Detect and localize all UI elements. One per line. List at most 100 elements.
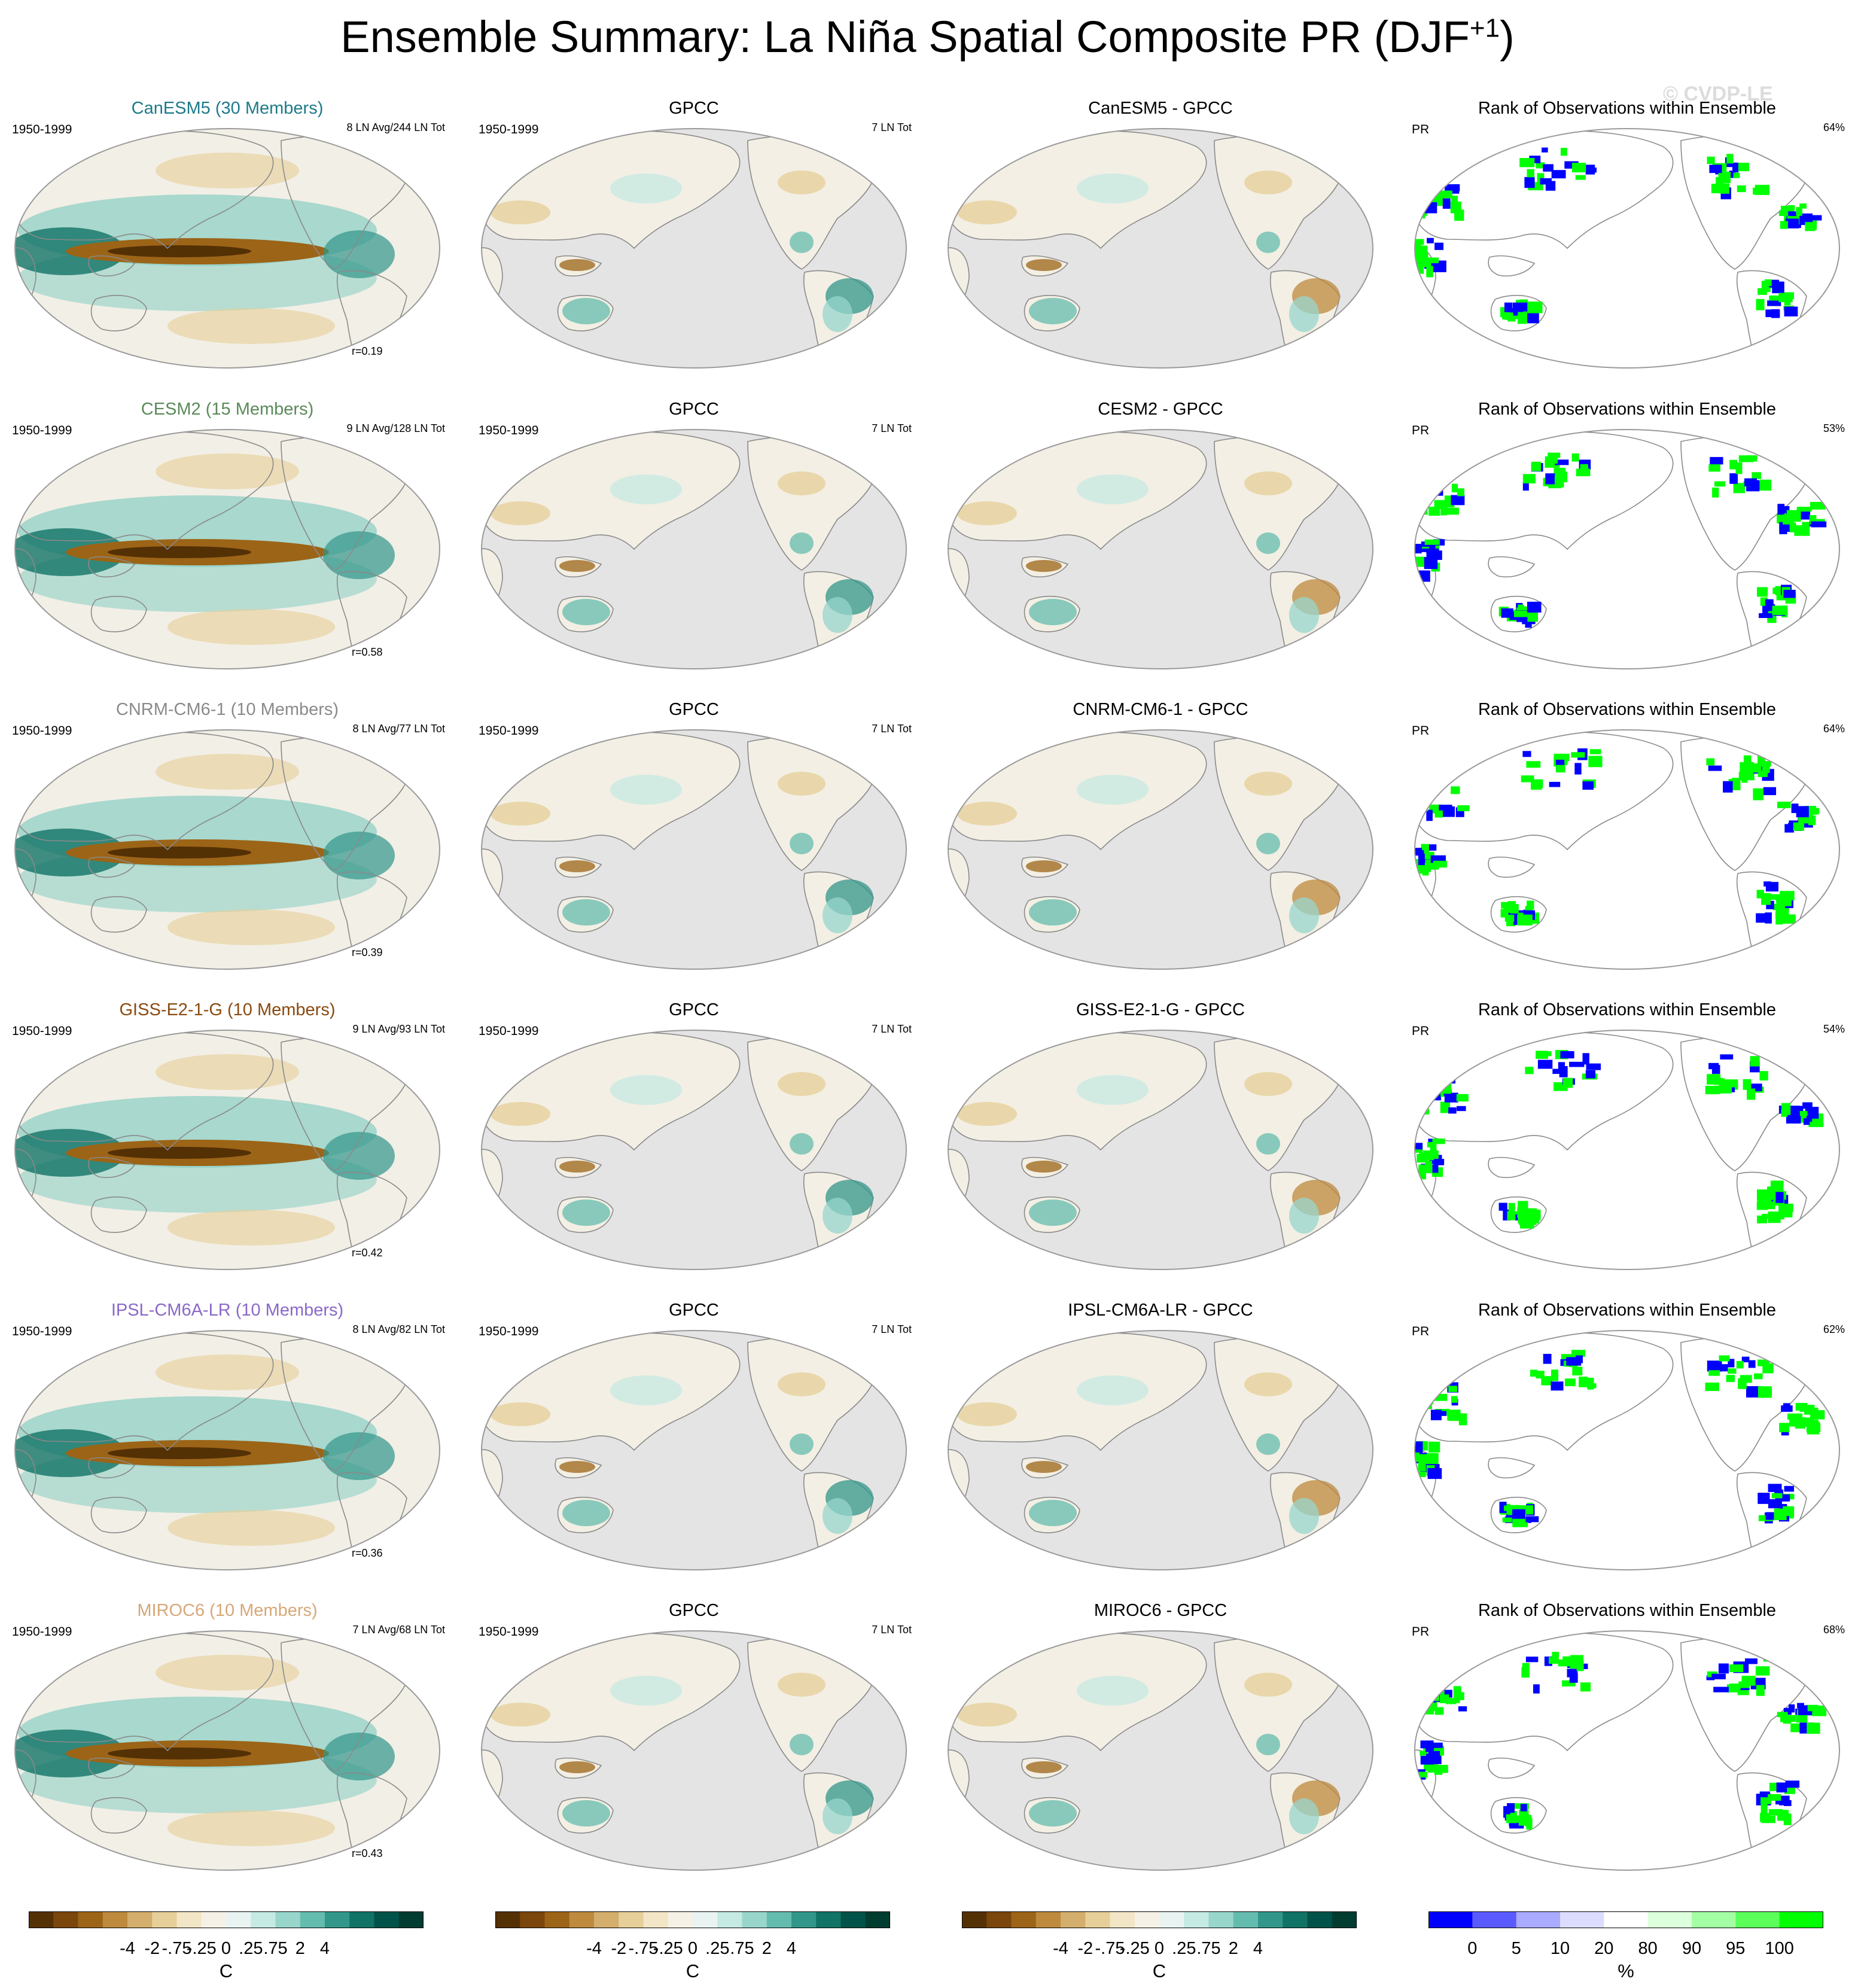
- rank-cell: [1440, 1694, 1449, 1703]
- land-anomaly: [491, 1102, 550, 1126]
- rank-cell: [1762, 1213, 1768, 1219]
- rank-cell: [1582, 1053, 1589, 1065]
- land-anomaly: [1029, 1800, 1077, 1826]
- rank-cell: [1765, 912, 1772, 924]
- rank-cell: [1741, 1356, 1750, 1363]
- rank-cell: [1420, 1755, 1434, 1765]
- colorbar-swatch: [1779, 1911, 1823, 1928]
- rank-cell: [1457, 1106, 1466, 1112]
- panel-left-label: PR: [1412, 724, 1430, 738]
- colorbar-frame: [1428, 1911, 1823, 1928]
- rank-cell: [1525, 1815, 1532, 1827]
- colorbar-swatch: [495, 1911, 520, 1928]
- rank-cell: [1415, 1143, 1423, 1150]
- rank-cell: [1799, 1111, 1808, 1116]
- rank-cell: [1564, 1378, 1576, 1387]
- map-model: [14, 429, 440, 669]
- colorbar-swatch: [1208, 1911, 1234, 1928]
- panel-title: CanESM5 (30 Members): [131, 99, 324, 118]
- wet-atlantic: [323, 531, 395, 579]
- land-africa-edge: [482, 848, 503, 923]
- rank-cell: [1566, 1357, 1582, 1366]
- rank-cell: [1415, 1101, 1425, 1109]
- rank-cell: [1761, 281, 1768, 287]
- rank-cell: [1706, 758, 1715, 766]
- rank-cell: [1787, 1715, 1796, 1722]
- rank-cell: [1445, 184, 1460, 191]
- colorbar-tick-label: -2: [1077, 1939, 1093, 1958]
- map-border: [481, 1030, 907, 1270]
- land-anomaly: [1077, 775, 1149, 805]
- rank-cell: [1508, 1202, 1515, 1215]
- land-australia: [90, 294, 147, 331]
- land-anomaly: [1077, 1676, 1149, 1706]
- rank-cell: [1763, 787, 1777, 796]
- rank-cell: [1415, 804, 1427, 811]
- map-border: [948, 1330, 1373, 1570]
- rank-cell: [1785, 1780, 1800, 1788]
- colorbar-swatch: [1647, 1911, 1692, 1928]
- rank-cell: [1754, 1373, 1763, 1380]
- panel-title: GPCC: [669, 700, 719, 719]
- rank-cell: [1558, 1659, 1571, 1667]
- map-border: [14, 1630, 440, 1871]
- rank-cell: [1530, 1369, 1538, 1377]
- rank-cell: [1708, 1063, 1719, 1070]
- rank-cell: [1502, 1517, 1512, 1523]
- land-anomaly: [790, 833, 814, 854]
- land-anomaly: [1256, 1433, 1280, 1455]
- rank-cell: [1762, 1363, 1774, 1374]
- rank-cell: [1415, 791, 1422, 799]
- rank-cell: [1445, 1698, 1457, 1704]
- colorbar-swatch: [643, 1911, 669, 1928]
- panel-right-label: 7 LN Tot: [872, 1323, 912, 1335]
- rank-cell: [1507, 1803, 1515, 1813]
- rank-cell: [1525, 1067, 1534, 1074]
- panel-left-label: 1950-1999: [12, 724, 72, 738]
- map-rank: [1414, 128, 1840, 369]
- land-anomaly: [562, 899, 610, 925]
- map-diff: [948, 1330, 1373, 1570]
- colorbar-swatch: [816, 1911, 841, 1928]
- rank-cell: [1718, 1663, 1729, 1674]
- rank-cell: [1732, 778, 1740, 786]
- land-anomaly: [491, 501, 550, 525]
- rank-cell: [1569, 1061, 1585, 1067]
- colorbar-swatch: [865, 1911, 890, 1928]
- panel-title: GPCC: [669, 99, 719, 118]
- land-anomaly: [559, 1461, 595, 1473]
- rank-cell: [1427, 238, 1434, 243]
- rank-cell: [1779, 1799, 1786, 1806]
- rank-cell: [1510, 1811, 1517, 1822]
- rank-cell: [1756, 1685, 1765, 1696]
- rank-cell: [1708, 464, 1720, 472]
- panel-left-label: 1950-1999: [12, 1024, 72, 1038]
- rank-cell: [1763, 1655, 1778, 1662]
- land-africa-edge: [948, 1149, 970, 1223]
- colorbar-2: -4 -2 -.75 -.25 0 .25.75 2 4 C: [495, 1911, 890, 1983]
- rank-cell: [1420, 1750, 1428, 1756]
- land-africa-edge: [948, 247, 970, 321]
- colorbar-swatch: [226, 1911, 251, 1928]
- land-anomaly: [790, 532, 814, 554]
- land-anomaly: [1029, 1500, 1077, 1526]
- land-anomaly: [491, 802, 550, 826]
- land-australia: [90, 1196, 147, 1233]
- rank-cell: [1537, 1060, 1553, 1069]
- dry-core: [108, 245, 251, 257]
- map-border: [1414, 128, 1840, 369]
- panel-rank-2: Rank of Observations within Ensemble PR 53…: [1400, 400, 1854, 687]
- rank-cell: [1456, 1094, 1469, 1102]
- land-anomaly: [1289, 597, 1319, 633]
- rank-cell: [1735, 462, 1743, 474]
- rank-cell: [1416, 498, 1425, 508]
- rank-cell: [1738, 1681, 1750, 1688]
- rank-cell: [1781, 914, 1796, 924]
- panel-title: CNRM-CM6-1 - GPCC: [1073, 700, 1248, 719]
- panel-right-label: 62%: [1823, 1323, 1845, 1335]
- rank-cell: [1427, 1762, 1438, 1773]
- rank-cell: [1787, 205, 1795, 211]
- rank-cell: [1775, 914, 1783, 925]
- rank-cell: [1771, 309, 1780, 318]
- rank-cell: [1711, 184, 1725, 194]
